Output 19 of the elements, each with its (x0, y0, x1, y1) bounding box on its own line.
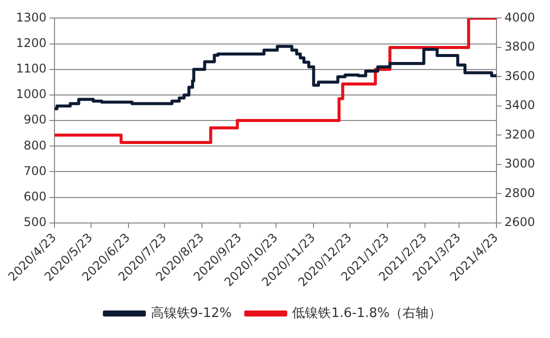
y-tick-label: 1200 (16, 36, 47, 50)
y-tick-label: 1000 (16, 87, 47, 102)
y-tick-label: 600 (24, 189, 47, 204)
y-tick-label: 800 (24, 138, 47, 152)
legend-label: 高镍铁9-12% (150, 304, 232, 321)
y2-tick-label: 3000 (504, 156, 536, 171)
y2-tick-label: 4000 (504, 10, 536, 24)
legend-label: 低镍铁1.6-1.8%（右轴） (292, 306, 442, 321)
y2-tick-label: 2600 (504, 215, 536, 230)
y-tick-label: 900 (24, 112, 47, 127)
y2-tick-label: 2800 (504, 186, 536, 200)
y2-tick-label: 3400 (504, 98, 536, 112)
y2-tick-label: 3200 (504, 127, 536, 142)
y-tick-label: 500 (24, 215, 47, 230)
y-tick-label: 1100 (16, 62, 47, 76)
y-tick-label: 1300 (16, 10, 47, 24)
y2-tick-label: 3600 (504, 68, 536, 83)
y2-tick-label: 3800 (504, 40, 536, 54)
y-tick-label: 700 (24, 164, 47, 178)
